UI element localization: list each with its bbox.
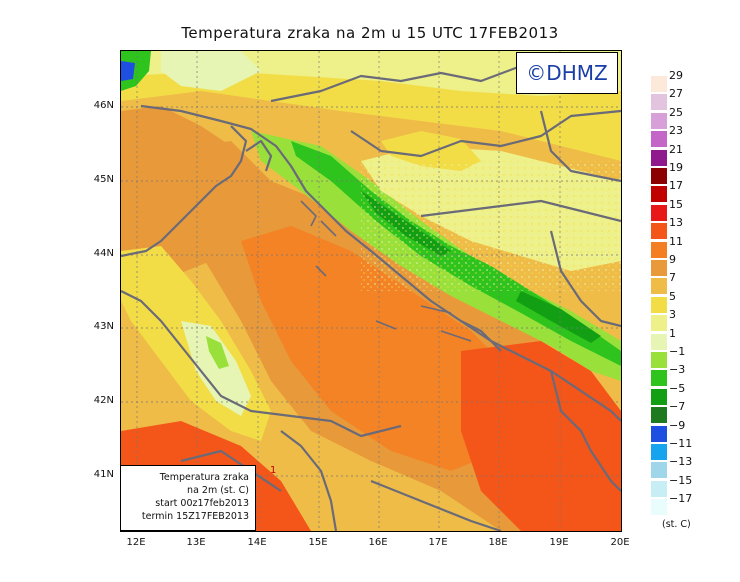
- lon-tick: 20E: [610, 537, 630, 548]
- legend-label: 3: [669, 308, 676, 322]
- legend-swatch: [651, 315, 667, 332]
- lat-tick: 42N: [93, 395, 114, 406]
- legend-swatch: [651, 444, 667, 460]
- legend-swatch: [651, 388, 667, 405]
- lon-tick: 19E: [549, 537, 569, 548]
- legend-swatch: [651, 76, 667, 92]
- legend-swatch: [651, 94, 667, 111]
- field-apennines-cool: [206, 336, 229, 369]
- field-adriatic-warm: [241, 226, 521, 471]
- lat-tick: 46N: [93, 100, 114, 111]
- legend-swatch: [651, 278, 667, 295]
- field-dinaric-southcold: [516, 291, 601, 343]
- legend-label: 1: [669, 326, 676, 340]
- field-texture: [361, 161, 621, 291]
- map-title: Temperatura zraka na 2m u 15 UTC 17FEB20…: [181, 24, 559, 42]
- legend-swatch: [651, 223, 667, 240]
- lon-tick: 14E: [247, 537, 267, 548]
- legend-label: 9: [669, 253, 676, 266]
- legend-label: 17: [669, 179, 683, 193]
- lon-tick: 12E: [126, 537, 146, 548]
- legend-label: 29: [669, 69, 683, 82]
- field-alps: [121, 51, 151, 91]
- graticule: [121, 51, 621, 531]
- legend-label: 21: [669, 142, 683, 156]
- legend-swatch: [651, 296, 667, 313]
- legend-swatch: [651, 112, 667, 129]
- temperature-map: 1: [120, 50, 622, 532]
- lon-tick: 13E: [186, 537, 206, 548]
- lat-tick: 44N: [93, 248, 114, 259]
- legend-swatch: [651, 260, 667, 276]
- lat-tick: 45N: [93, 174, 114, 185]
- lat-tick: 43N: [93, 321, 114, 332]
- legend-label: 27: [669, 87, 683, 101]
- legend-label: −1: [669, 345, 686, 358]
- legend-swatch: [651, 425, 667, 442]
- field-alps-coldest: [121, 61, 135, 81]
- legend-label: 13: [669, 216, 683, 230]
- legend-label: −7: [669, 400, 686, 414]
- legend-swatch: [651, 352, 667, 368]
- legend-swatch: [651, 370, 667, 387]
- legend-swatch: [651, 204, 667, 221]
- legend-label: 15: [669, 197, 683, 211]
- legend-label: 5: [669, 289, 676, 303]
- field-southeast: [461, 341, 621, 531]
- legend-label: −5: [669, 381, 686, 395]
- legend-label: −11: [669, 437, 693, 450]
- lon-tick: 18E: [488, 537, 508, 548]
- marker-label: 1: [270, 465, 276, 476]
- legend-label: 19: [669, 161, 683, 174]
- info-line: start 00z17feb2013: [155, 498, 249, 509]
- coastlines: [121, 57, 621, 531]
- legend-swatch: [651, 168, 667, 184]
- lat-tick: 41N: [93, 469, 114, 480]
- info-box: Temperatura zraka na 2m (st. C) start 00…: [120, 465, 256, 531]
- islands: [300, 200, 472, 342]
- legend-swatch: [651, 407, 667, 424]
- legend-swatch: [651, 462, 667, 479]
- legend-label: −15: [669, 473, 693, 487]
- field-alps-south: [161, 51, 261, 91]
- dhmz-logo: ©DHMZ: [516, 52, 618, 94]
- lon-tick: 16E: [368, 537, 388, 548]
- lon-tick: 17E: [428, 537, 448, 548]
- info-line: na 2m (st. C): [187, 485, 249, 496]
- legend-swatch: [651, 480, 667, 497]
- legend-swatch: [651, 149, 667, 166]
- info-line: Temperatura zraka: [159, 472, 249, 483]
- legend-swatch: [651, 131, 667, 148]
- legend-label: −17: [669, 492, 693, 506]
- legend-unit: (st. C): [662, 519, 691, 530]
- map-canvas: 1: [121, 51, 621, 531]
- legend-label: 7: [669, 271, 676, 285]
- legend-swatch: [651, 333, 667, 350]
- legend-label: −9: [669, 418, 686, 432]
- legend-label: 11: [669, 234, 683, 248]
- legend-label: −13: [669, 455, 693, 469]
- legend-swatch: [651, 186, 667, 203]
- legend-swatch: [651, 499, 667, 516]
- legend-label: 23: [669, 124, 683, 138]
- legend-swatch: [651, 241, 667, 258]
- legend-label: 25: [669, 105, 683, 119]
- info-line: termin 15Z17FEB2013: [141, 511, 249, 522]
- field-apennines: [181, 321, 251, 416]
- legend-label: −3: [669, 363, 686, 377]
- lon-tick: 15E: [308, 537, 328, 548]
